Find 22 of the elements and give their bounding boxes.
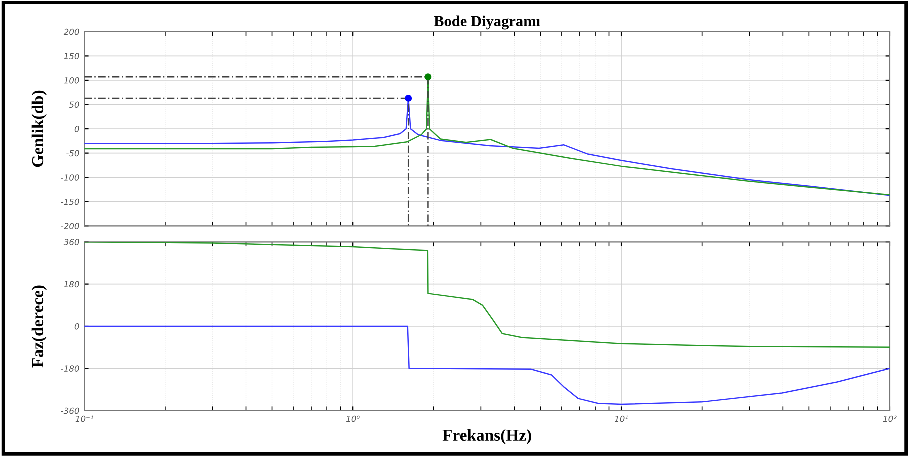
y-tick-label: -50 <box>66 150 80 157</box>
y-tick-label: 50 <box>69 102 80 108</box>
y-axis-title: Genlik(db) <box>32 90 47 168</box>
y-tick-label: -150 <box>61 198 80 206</box>
y-tick-label: 360 <box>64 239 80 246</box>
y-tick-label: 200 <box>64 28 80 36</box>
y-tick-label: 0 <box>74 323 80 330</box>
x-tick-label: 10¹ <box>614 416 628 422</box>
y-tick-label: 180 <box>64 281 80 288</box>
y-tick-label: -200 <box>61 223 80 230</box>
x-tick-label: 10² <box>883 416 897 422</box>
y-axis-title: Faz(derece) <box>32 286 47 368</box>
chart-title: Bode Diyagramı <box>434 16 540 30</box>
y-tick-label: -100 <box>61 174 80 181</box>
x-axis-title: Frekans(Hz) <box>442 429 532 444</box>
y-tick-label: 100 <box>64 77 80 84</box>
y-tick-label: -180 <box>61 366 80 372</box>
y-tick-label: -360 <box>61 408 80 414</box>
x-tick-label: 10⁰ <box>346 416 360 422</box>
x-tick-label: 10⁻¹ <box>76 416 94 422</box>
y-tick-label: 0 <box>74 126 80 132</box>
y-tick-label: 150 <box>64 53 80 60</box>
